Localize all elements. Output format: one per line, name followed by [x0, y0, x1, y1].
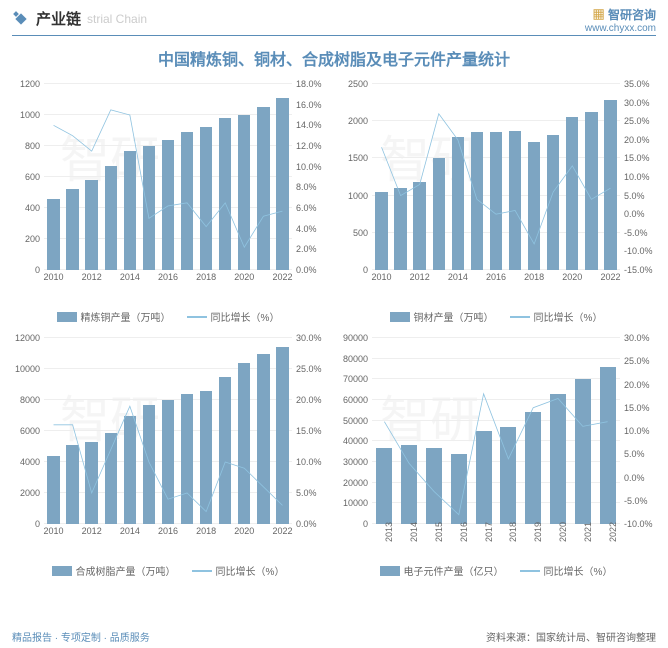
chart-copper: 0200400600800100012000.0%2.0%4.0%6.0%8.0… — [8, 76, 328, 326]
header-title: 产业链 — [36, 8, 81, 29]
divider — [12, 35, 656, 36]
chart-grid: 0200400600800100012000.0%2.0%4.0%6.0%8.0… — [0, 76, 668, 580]
brand-name: ▦ 智研咨询 — [585, 6, 656, 23]
brand: ▦ 智研咨询 www.chyxx.com — [585, 6, 656, 34]
diamond-icon — [12, 10, 30, 28]
footer-left: 精品报告 · 专项定制 · 品质服务 — [12, 629, 150, 644]
chart-resin: 0200040006000800010000120000.0%5.0%10.0%… — [8, 330, 328, 580]
legend: 精炼铜产量（万吨）同比增长（%） — [8, 309, 328, 324]
main-title: 中国精炼铜、铜材、合成树脂及电子元件产量统计 — [0, 46, 668, 70]
legend: 合成树脂产量（万吨）同比增长（%） — [8, 563, 328, 578]
chart-copper_mat: 05001000150020002500-15.0%-10.0%-5.0%0.0… — [336, 76, 656, 326]
footer: 精品报告 · 专项定制 · 品质服务 资料来源：国家统计局、智研咨询整理 — [0, 629, 668, 644]
legend: 铜材产量（万吨）同比增长（%） — [336, 309, 656, 324]
footer-right: 资料来源：国家统计局、智研咨询整理 — [486, 629, 656, 644]
header: 产业链 strial Chain ▦ 智研咨询 www.chyxx.com — [0, 0, 668, 33]
brand-url: www.chyxx.com — [585, 23, 656, 34]
chart-electronic: 0100002000030000400005000060000700008000… — [336, 330, 656, 580]
header-subtitle: strial Chain — [87, 12, 147, 26]
legend: 电子元件产量（亿只）同比增长（%） — [336, 563, 656, 578]
